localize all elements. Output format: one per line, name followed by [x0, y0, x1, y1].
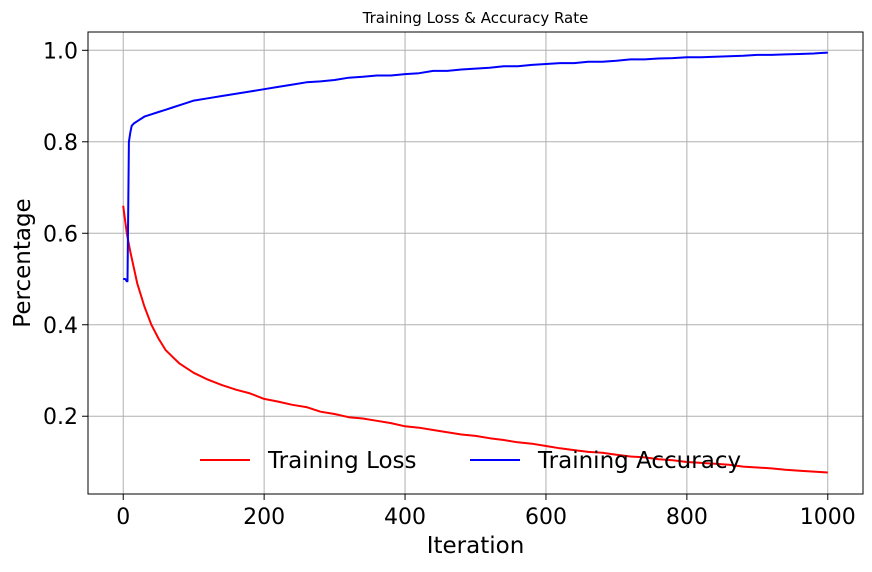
x-tick-label: 200 — [243, 505, 285, 530]
x-tick-label: 1000 — [800, 505, 856, 530]
plot-frame — [87, 31, 864, 495]
x-axis-label: Iteration — [427, 533, 525, 559]
axis-ticks: 0 200 400 600 800 1000 0.2 0.4 0.6 0.8 1.0 — [43, 39, 856, 530]
x-tick-label: 800 — [666, 505, 708, 530]
grid — [88, 32, 863, 494]
x-tick-label: 400 — [384, 505, 426, 530]
training-loss-line — [122, 205, 828, 474]
y-tick-label: 0.2 — [43, 405, 78, 430]
y-tick-label: 0.4 — [43, 314, 78, 339]
series-lines — [122, 51, 828, 474]
x-tick-label: 0 — [116, 505, 130, 530]
y-axis-label: Percentage — [10, 198, 36, 327]
legend-label-training-accuracy: Training Accuracy — [537, 448, 741, 474]
legend: Training Loss Training Accuracy — [200, 448, 741, 474]
y-tick-label: 0.8 — [43, 131, 78, 156]
y-tick-label: 1.0 — [43, 39, 78, 64]
x-tick-label: 600 — [525, 505, 567, 530]
legend-label-training-loss: Training Loss — [267, 448, 417, 474]
y-tick-label: 0.6 — [43, 222, 78, 247]
training-accuracy-line — [123, 51, 828, 283]
chart-title: Training Loss & Accuracy Rate — [362, 9, 589, 27]
